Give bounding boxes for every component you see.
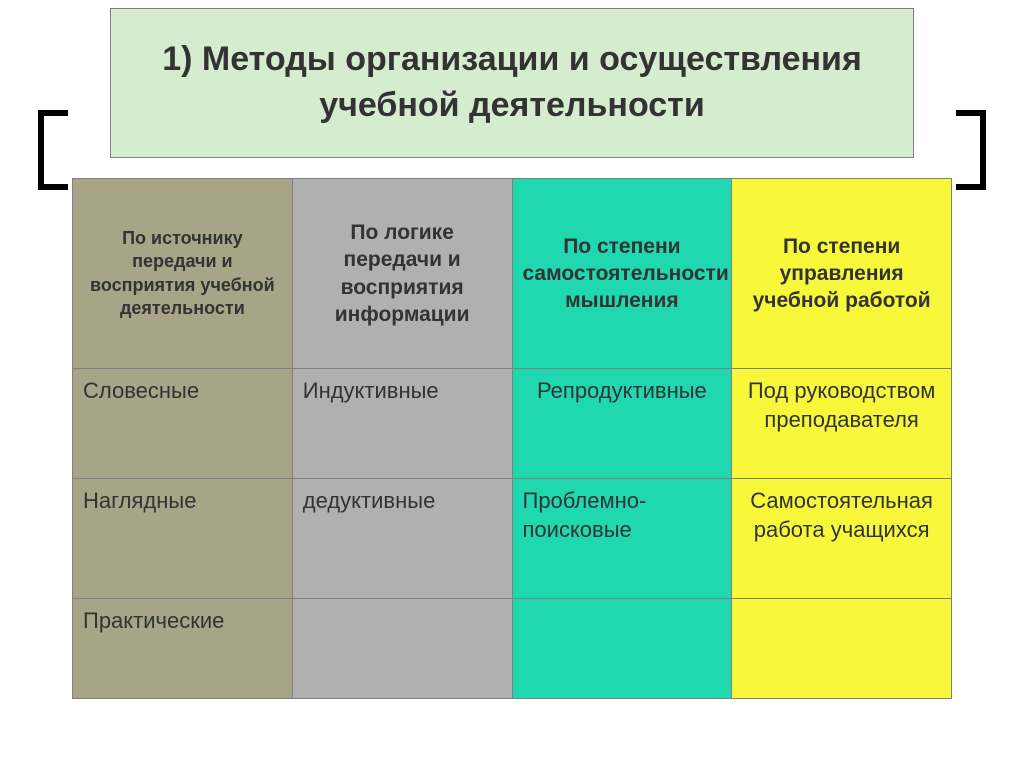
slide-title-box: 1) Методы организации и осуществления уч…	[110, 8, 914, 158]
bracket-right-icon	[956, 110, 986, 190]
bracket-left-icon	[38, 110, 68, 190]
col-header-0: По источнику передачи и восприятия учебн…	[73, 179, 293, 369]
col-header-2: По степени самостоятельности мышления	[512, 179, 732, 369]
cell-0-0: Словесные	[73, 369, 293, 479]
cell-1-3: Самостоятельная работа учащихся	[732, 479, 952, 599]
slide-title: 1) Методы организации и осуществления уч…	[131, 37, 893, 129]
cell-2-1	[292, 599, 512, 699]
cell-2-2	[512, 599, 732, 699]
cell-1-2: Проблемно-поисковые	[512, 479, 732, 599]
cell-2-3	[732, 599, 952, 699]
table-row: Практические	[73, 599, 952, 699]
cell-0-2: Репродуктивные	[512, 369, 732, 479]
col-header-3: По степени управления учебной работой	[732, 179, 952, 369]
col-header-1: По логике передачи и восприятия информац…	[292, 179, 512, 369]
cell-0-3: Под руководством преподавателя	[732, 369, 952, 479]
cell-2-0: Практические	[73, 599, 293, 699]
cell-0-1: Индуктивные	[292, 369, 512, 479]
table-row: Словесные Индуктивные Репродуктивные Под…	[73, 369, 952, 479]
table-row: Наглядные дедуктивные Проблемно-поисковы…	[73, 479, 952, 599]
cell-1-1: дедуктивные	[292, 479, 512, 599]
methods-table: По источнику передачи и восприятия учебн…	[72, 178, 952, 699]
table-header-row: По источнику передачи и восприятия учебн…	[73, 179, 952, 369]
cell-1-0: Наглядные	[73, 479, 293, 599]
methods-table-container: По источнику передачи и восприятия учебн…	[72, 178, 952, 699]
